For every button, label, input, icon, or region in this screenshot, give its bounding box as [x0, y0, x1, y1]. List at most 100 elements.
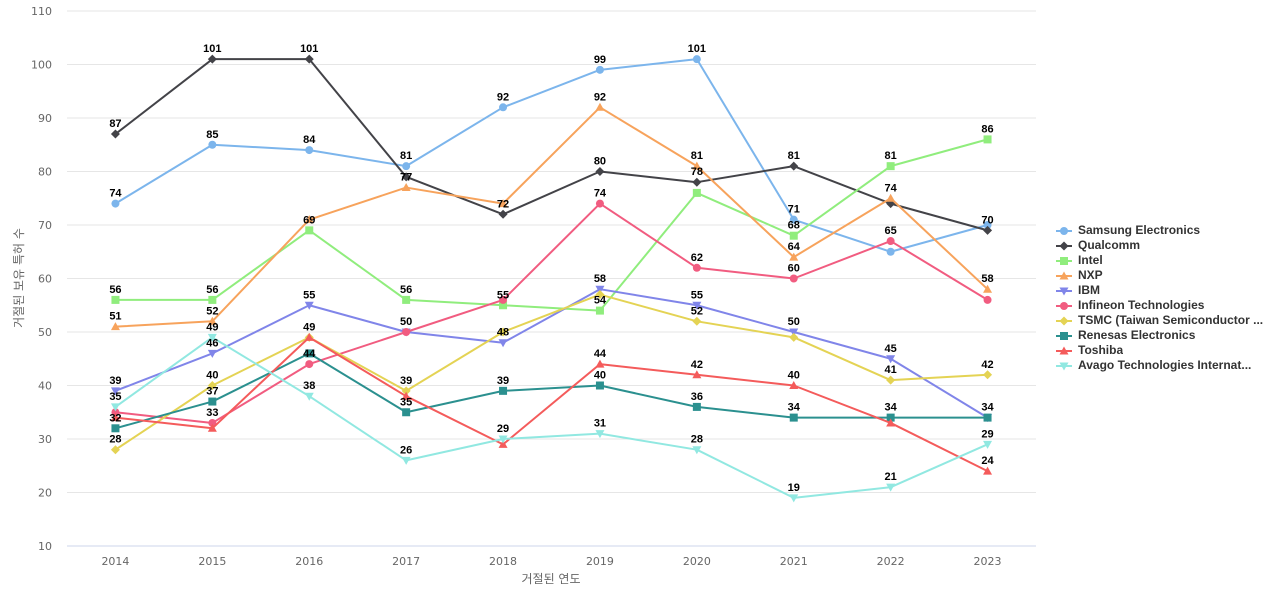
data-label: 56: [206, 284, 218, 296]
data-point: [402, 328, 411, 336]
data-point: [1060, 301, 1068, 310]
x-tick-label: 2021: [780, 555, 808, 568]
series-line: [115, 202, 989, 424]
series-1: [110, 54, 993, 235]
data-label: 55: [303, 289, 315, 301]
data-point: [692, 316, 702, 326]
data-label: 65: [885, 225, 897, 237]
legend-label: IBM: [1078, 283, 1100, 297]
x-tick-label: 2016: [295, 555, 323, 568]
data-point: [692, 402, 701, 411]
data-label: 55: [497, 289, 509, 301]
data-label: 40: [594, 370, 606, 382]
data-label: 52: [206, 305, 218, 317]
data-label: 51: [109, 311, 121, 323]
data-point: [207, 316, 217, 325]
data-point: [304, 54, 314, 64]
legend-label: Intel: [1078, 253, 1103, 267]
data-point: [983, 466, 993, 475]
data-label: 62: [691, 252, 703, 264]
y-tick-label: 60: [38, 273, 52, 286]
data-point: [498, 209, 508, 219]
data-label: 33: [206, 407, 218, 419]
data-point: [789, 215, 798, 224]
legend-label: Avago Technologies Internat...: [1078, 358, 1252, 372]
data-point: [499, 301, 508, 310]
data-point: [498, 439, 508, 448]
data-label: 81: [885, 150, 897, 162]
series-9: [110, 333, 993, 503]
data-point: [692, 370, 702, 379]
data-label: 86: [981, 123, 993, 135]
data-point: [305, 146, 314, 155]
data-point: [692, 188, 701, 197]
data-label: 87: [109, 118, 121, 130]
data-point: [207, 381, 217, 390]
data-point: [401, 172, 411, 182]
data-point: [789, 231, 798, 240]
legend-label: TSMC (Taiwan Semiconductor ...: [1078, 313, 1264, 327]
data-label: 68: [788, 220, 800, 232]
legend-symbol-icon: [1056, 301, 1072, 310]
legend-item[interactable]: Renesas Electronics: [1056, 328, 1278, 343]
data-label: 44: [303, 348, 316, 360]
x-tick-label: 2019: [586, 555, 614, 568]
legend-item[interactable]: Infineon Technologies: [1056, 298, 1278, 313]
legend-item[interactable]: Intel: [1056, 253, 1278, 268]
data-label: 85: [206, 129, 218, 141]
y-tick-label: 50: [38, 326, 52, 339]
series-line: [115, 106, 989, 328]
data-point: [886, 413, 895, 422]
legend-item[interactable]: Toshiba: [1056, 343, 1278, 358]
data-point: [886, 193, 896, 202]
data-label: 80: [594, 156, 606, 168]
legend-label: Renesas Electronics: [1078, 328, 1196, 342]
data-label: 49: [303, 321, 315, 333]
data-point: [983, 135, 992, 144]
data-point: [595, 65, 604, 74]
series-group: [110, 54, 993, 503]
data-point: [983, 284, 993, 293]
legend-item[interactable]: Qualcomm: [1056, 238, 1278, 253]
x-tick-label: 2015: [198, 555, 226, 568]
data-label: 41: [885, 364, 897, 376]
legend-label: Toshiba: [1078, 343, 1124, 357]
data-point: [595, 359, 605, 368]
data-point: [401, 183, 411, 192]
data-label: 50: [788, 316, 800, 328]
legend-item[interactable]: TSMC (Taiwan Semiconductor ...: [1056, 313, 1278, 328]
data-point: [304, 215, 314, 224]
data-point: [401, 386, 411, 396]
y-tick-label: 40: [38, 380, 52, 393]
data-point: [692, 263, 701, 272]
data-point: [595, 285, 605, 294]
data-point: [1060, 256, 1068, 265]
data-label: 71: [788, 204, 800, 216]
data-point: [789, 332, 799, 342]
data-point: [789, 413, 798, 422]
data-label: 28: [691, 434, 703, 446]
x-tick-label: 2014: [101, 555, 129, 568]
y-tick-label: 80: [38, 166, 52, 179]
legend-item[interactable]: IBM: [1056, 283, 1278, 298]
data-point: [983, 440, 993, 449]
data-labels: 74 85 84 81 92 99 101 71 87 101 101 72 80 78 81 70 56 56 6…: [109, 43, 994, 494]
data-point: [789, 252, 799, 261]
data-label: 50: [400, 316, 412, 328]
series-line: [114, 58, 988, 253]
legend-label: Samsung Electronics: [1078, 223, 1201, 237]
data-point: [595, 306, 604, 315]
legend-item[interactable]: Samsung Electronics: [1056, 223, 1278, 238]
legend-symbol-icon: [1056, 331, 1072, 340]
data-point: [111, 199, 120, 208]
legend-item[interactable]: Avago Technologies Internat...: [1056, 358, 1278, 373]
data-label: 81: [788, 150, 800, 162]
legend-item[interactable]: NXP: [1056, 268, 1278, 283]
series-6: [110, 290, 993, 455]
y-tick-label: 90: [38, 112, 52, 125]
data-label: 40: [206, 370, 218, 382]
series-line: [115, 336, 988, 472]
data-point: [208, 295, 217, 304]
data-point: [111, 295, 120, 304]
data-point: [886, 375, 896, 385]
